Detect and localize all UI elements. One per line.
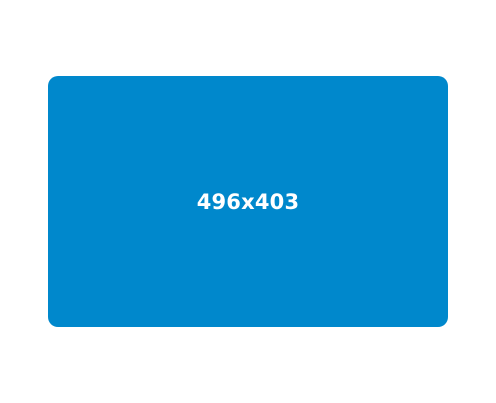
placeholder-image: 496x403 bbox=[48, 76, 448, 327]
placeholder-dimensions-label: 496x403 bbox=[196, 189, 300, 214]
